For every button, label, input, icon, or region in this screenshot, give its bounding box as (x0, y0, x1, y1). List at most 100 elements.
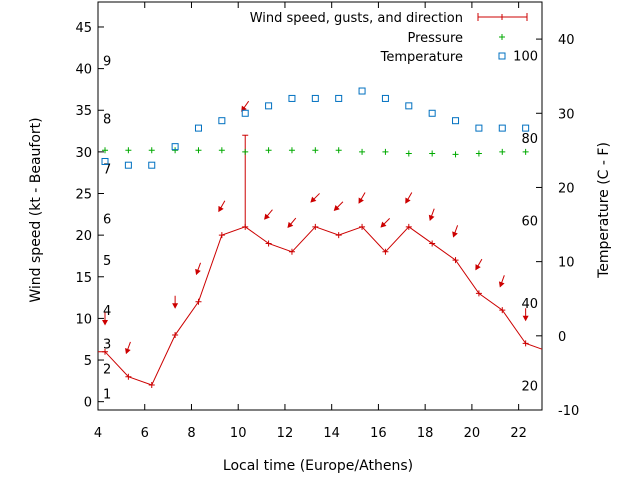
wind-arrow-head (102, 319, 109, 326)
wind-arrow-head (405, 197, 411, 204)
wind-speed-line (98, 226, 543, 386)
temperature-point (522, 124, 530, 132)
pressure-point (475, 150, 482, 157)
wind-speed-point (265, 240, 272, 247)
wind-speed-point (335, 232, 342, 239)
temperature-point (218, 117, 226, 125)
pressure-point (218, 147, 225, 154)
wind-arrow-head (358, 197, 364, 204)
pressure-point (172, 147, 179, 154)
y-tick-label: 45 (75, 21, 92, 36)
fahrenheit-label: 100 (513, 50, 538, 65)
pressure-point (429, 150, 436, 157)
beaufort-label: 5 (103, 254, 111, 269)
beaufort-label: 6 (103, 212, 111, 227)
wind-speed-point (312, 223, 319, 230)
pressure-point (522, 148, 529, 155)
y2-tick-label: 40 (558, 33, 575, 48)
temperature-point (452, 117, 460, 125)
x-tick-label: 14 (323, 426, 340, 441)
wind-direction-arrow (380, 218, 391, 228)
wind-arrow-head (172, 303, 179, 309)
y-tick-label: 35 (75, 104, 92, 119)
pressure-point (148, 147, 155, 154)
pressure-point (242, 148, 249, 155)
temperature-point (241, 109, 249, 117)
pressure-point (405, 150, 412, 157)
wind-speed-point (405, 223, 412, 230)
pressure-point (359, 148, 366, 155)
temperature-point (405, 102, 413, 110)
wind-direction-arrow (405, 192, 413, 204)
beaufort-label: 1 (103, 387, 111, 402)
legend-label-temperature: Temperature (380, 50, 463, 65)
x-tick-label: 8 (187, 426, 195, 441)
y-tick-label: 20 (75, 229, 92, 244)
y-tick-label: 40 (75, 63, 92, 78)
wind-direction-arrow (102, 312, 109, 326)
temperature-point (288, 94, 296, 102)
pressure-point (499, 148, 506, 155)
wind-speed-point (475, 290, 482, 297)
pressure-point (265, 147, 272, 154)
wind-direction-arrow (333, 201, 344, 211)
wind-speed-point (218, 232, 225, 239)
x-tick-label: 6 (141, 426, 149, 441)
wind-arrow-head (452, 231, 458, 238)
wind-arrow-head (125, 347, 131, 355)
wind-speed-point (382, 248, 389, 255)
wind-direction-arrow (428, 208, 435, 221)
temperature-point (124, 161, 132, 169)
wind-direction-arrow (452, 225, 459, 238)
x-tick-label: 16 (370, 426, 387, 441)
beaufort-label: 8 (103, 113, 111, 128)
wind-speed-point (125, 373, 132, 380)
wind-arrow-head (287, 221, 294, 229)
wind-arrow-head (218, 205, 224, 213)
y2-axis-label: Temperature (C - F) (596, 142, 612, 279)
temperature-point (428, 109, 436, 117)
pressure-point (335, 147, 342, 154)
pressure-point (125, 147, 132, 154)
wind-arrow-head (333, 204, 340, 211)
y2-tick-label: 30 (558, 107, 575, 122)
y-tick-label: 0 (84, 396, 92, 411)
x-tick-label: 20 (464, 426, 481, 441)
wind-speed-point (429, 240, 436, 247)
plot-frame (97, 1, 543, 411)
pressure-point (312, 147, 319, 154)
y2-tick-label: 0 (558, 330, 566, 345)
temperature-point (148, 161, 156, 169)
y-tick-label: 30 (75, 146, 92, 161)
legend-swatch-wind-marker (499, 14, 505, 20)
x-tick-label: 4 (94, 426, 102, 441)
pressure-point (382, 148, 389, 155)
legend-label-pressure: Pressure (407, 31, 463, 46)
fahrenheit-label: 60 (521, 214, 538, 229)
wind-direction-arrow (475, 258, 483, 271)
beaufort-label: 9 (103, 54, 111, 69)
y2-tick-label: -10 (558, 404, 579, 419)
beaufort-label: 7 (103, 163, 111, 178)
pressure-point (288, 147, 295, 154)
temperature-point (265, 102, 273, 110)
y-axis-label: Wind speed (kt - Beaufort) (28, 117, 44, 302)
wind-speed-point (172, 332, 179, 339)
wind-direction-arrow (241, 100, 250, 112)
wind-direction-arrow (498, 275, 505, 288)
wind-speed-point (195, 298, 202, 305)
temperature-point (101, 157, 109, 165)
wind-arrow-head (428, 214, 435, 221)
y2-tick-label: 20 (558, 181, 575, 196)
wind-arrow-head (264, 213, 270, 220)
temperature-point (358, 87, 366, 95)
temperature-point (171, 143, 179, 151)
temperature-point (381, 94, 389, 102)
x-tick-label: 18 (417, 426, 434, 441)
beaufort-label: 2 (103, 362, 111, 377)
wind-direction-arrow (125, 341, 131, 355)
legend-swatch-pressure (499, 34, 505, 40)
x-tick-label: 12 (277, 426, 294, 441)
wind-direction-arrow (358, 192, 366, 204)
